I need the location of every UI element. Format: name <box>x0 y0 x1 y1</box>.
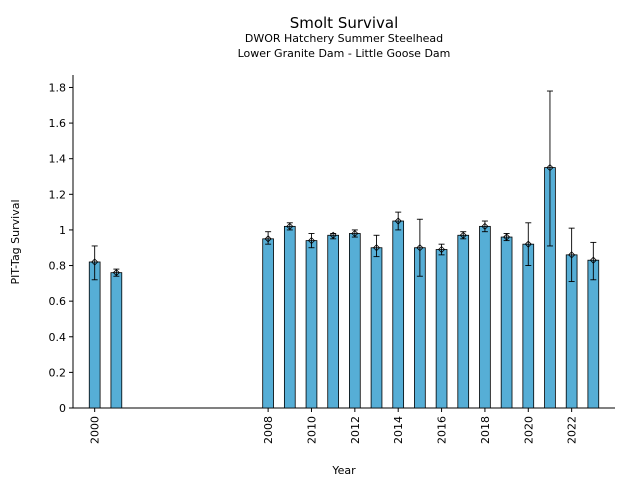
point-marker <box>416 244 424 252</box>
bar <box>392 220 405 409</box>
bar <box>349 233 361 409</box>
x-tick-label: 2000 <box>89 416 102 444</box>
point-marker <box>307 237 316 245</box>
point-markers <box>91 164 597 277</box>
bar <box>110 272 123 409</box>
tick-labels: 0 0.2 0.4 0.6 0.8 1 1.2 1.4 1.6 1.8 2000 2008 2010 20… <box>49 81 579 444</box>
y-tick-label: 1.8 <box>49 81 67 94</box>
y-tick-label: 1.2 <box>49 188 67 201</box>
point-marker <box>91 258 99 266</box>
point-marker <box>568 251 576 259</box>
point-marker <box>329 231 337 239</box>
point-marker <box>372 244 381 252</box>
point-marker <box>112 269 120 277</box>
chart-title: Smolt Survival <box>290 14 399 32</box>
chart-subtitle-line-1: DWOR Hatchery Summer Steelhead <box>245 32 443 45</box>
x-tick-label: 2018 <box>479 416 492 444</box>
x-tick-label: 2016 <box>436 416 449 444</box>
x-axis-label: Year <box>331 464 356 477</box>
bar <box>479 225 491 409</box>
x-tick-label: 2014 <box>392 416 405 444</box>
bar <box>522 243 535 409</box>
bar <box>500 236 513 409</box>
y-tick-label: 0.4 <box>49 331 67 344</box>
y-tick-label: 0 <box>59 402 66 415</box>
bar <box>88 261 101 409</box>
point-marker <box>459 231 467 239</box>
y-tick-label: 0.6 <box>49 295 67 308</box>
bar <box>370 247 383 409</box>
point-marker <box>286 222 294 230</box>
bar <box>283 225 296 409</box>
chart-subtitle-line-2: Lower Granite Dam - Little Goose Dam <box>238 47 451 60</box>
y-tick-label: 1 <box>59 224 66 237</box>
bar <box>327 234 339 409</box>
point-marker <box>524 240 532 248</box>
x-tick-label: 2008 <box>262 416 275 444</box>
point-marker <box>589 256 597 264</box>
point-marker <box>437 245 446 254</box>
y-tick-label: 0.2 <box>49 366 67 379</box>
bar <box>262 238 274 409</box>
point-marker <box>394 217 402 225</box>
bars <box>88 167 600 409</box>
point-marker <box>351 229 359 238</box>
y-tick-label: 1.4 <box>49 153 67 166</box>
bar <box>457 234 470 409</box>
point-marker <box>264 235 272 243</box>
bar <box>587 259 600 409</box>
x-tick-label: 2020 <box>522 416 535 444</box>
x-tick-label: 2010 <box>305 416 318 444</box>
point-marker <box>546 164 554 172</box>
error-bars <box>91 90 597 283</box>
x-tick-label: 2012 <box>349 416 362 444</box>
point-marker <box>481 222 489 230</box>
x-tick-label: 2022 <box>566 416 579 444</box>
y-tick-label: 0.8 <box>49 260 67 273</box>
point-marker <box>503 233 511 241</box>
bar <box>435 249 448 409</box>
y-axis-label: PIT-Tag Survival <box>9 199 22 284</box>
bar <box>305 240 318 409</box>
y-tick-label: 1.6 <box>49 117 67 130</box>
